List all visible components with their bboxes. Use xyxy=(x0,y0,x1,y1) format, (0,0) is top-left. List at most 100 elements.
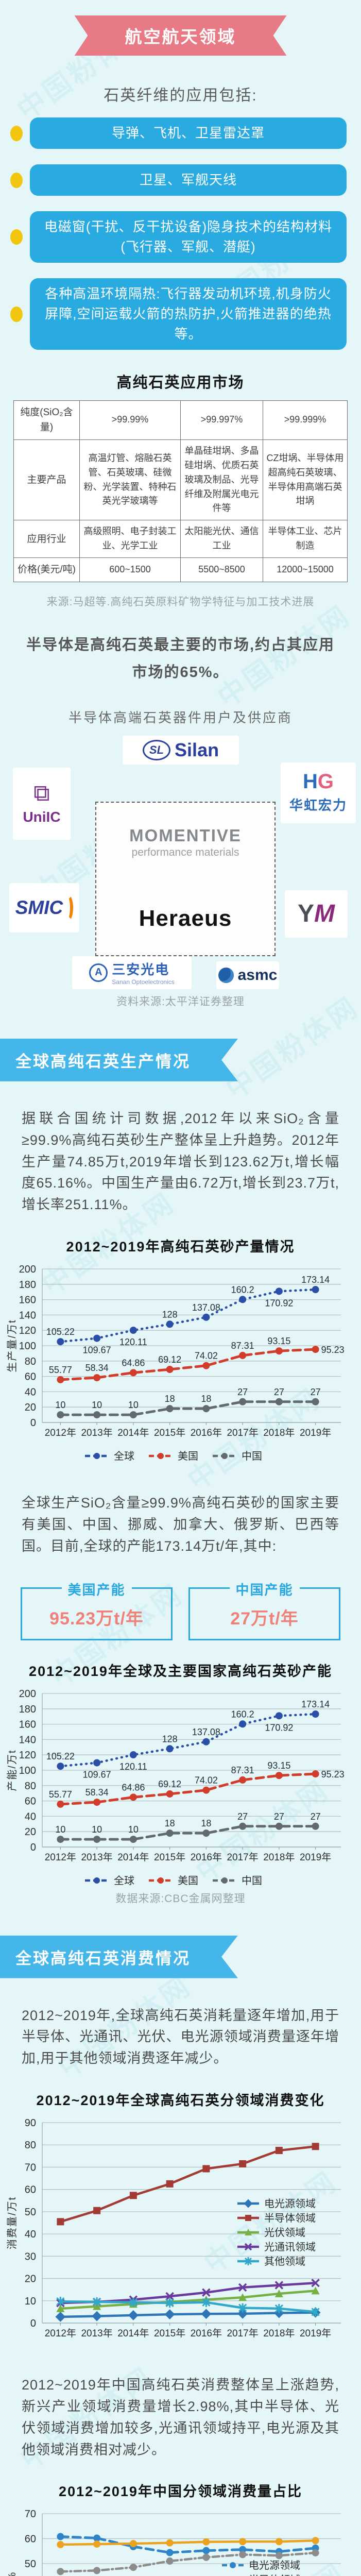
svg-text:109.67: 109.67 xyxy=(82,1769,111,1780)
svg-text:50: 50 xyxy=(24,2207,36,2218)
svg-text:173.14: 173.14 xyxy=(301,1699,330,1709)
sanan-logo: A 三安光电 Sanan Optoelectronics xyxy=(72,956,192,989)
svg-text:半导体领域: 半导体领域 xyxy=(264,2212,316,2224)
svg-text:160: 160 xyxy=(19,1295,36,1306)
svg-text:中国: 中国 xyxy=(242,1875,262,1887)
application-bullet: 导弹、飞机、卫星雷达罩 xyxy=(10,117,347,149)
svg-text:2017年: 2017年 xyxy=(227,1852,258,1863)
svg-text:10: 10 xyxy=(92,1824,102,1835)
svg-text:2018年: 2018年 xyxy=(263,1427,295,1438)
svg-text:2013年: 2013年 xyxy=(81,1852,112,1863)
svg-text:2017年: 2017年 xyxy=(227,2328,258,2339)
quartz-fiber-applications-list: 导弹、飞机、卫星雷达罩卫星、军舰天线电磁窗(干扰、反干扰设备)隐身技术的结构材料… xyxy=(0,117,361,350)
svg-text:95.23: 95.23 xyxy=(321,1769,344,1780)
chart-title-global-consumption: 2012~2019年全球高纯石英分领域消费变化 xyxy=(36,2093,325,2109)
svg-text:105.22: 105.22 xyxy=(46,1751,74,1761)
application-bullet: 各种高温环境隔热:飞行器发动机环境,机身防火屏障,空间运载火箭的热防护,火箭推进… xyxy=(10,278,347,350)
svg-text:消费量/万t: 消费量/万t xyxy=(6,2196,18,2249)
svg-text:10: 10 xyxy=(92,1400,102,1410)
table-cell: CZ坩埚、半导体用超高纯石英玻璃、半导体用高端石英坩埚 xyxy=(263,439,348,521)
svg-text:93.15: 93.15 xyxy=(267,1760,290,1771)
svg-text:全球: 全球 xyxy=(114,1450,134,1462)
svg-text:55.77: 55.77 xyxy=(48,1789,72,1799)
table-cell: 600~1500 xyxy=(79,557,181,582)
suppliers-heading: 半导体高端石英器件用户及供应商 xyxy=(68,709,293,725)
svg-text:69.12: 69.12 xyxy=(158,1779,181,1789)
svg-text:美国: 美国 xyxy=(178,1450,198,1462)
svg-text:69.12: 69.12 xyxy=(158,1354,181,1365)
svg-text:2013年: 2013年 xyxy=(81,1427,112,1438)
table-cell: 单晶硅坩埚、多晶硅坩埚、优质石英玻璃及制品、光导纤维及附属光电元件等 xyxy=(180,439,263,521)
highlighted-suppliers-box: MOMENTIVE performance materials Heraeus xyxy=(95,801,276,956)
svg-text:128: 128 xyxy=(162,1309,177,1319)
svg-text:18: 18 xyxy=(164,1394,175,1404)
svg-text:27: 27 xyxy=(237,1387,248,1397)
us-capacity-value: 95.23万t/年 xyxy=(49,1608,144,1629)
svg-text:产能/万t: 产能/万t xyxy=(6,1749,18,1791)
svg-text:2012年: 2012年 xyxy=(44,1427,76,1438)
table-row: 应用行业 高级照明、电子封装工业、光学工业 太阳能光伏、通信工业 半导体工业、芯片制造 xyxy=(13,520,348,558)
bullet-dot-icon xyxy=(10,306,23,322)
huahong-logo-icon: HG xyxy=(302,770,334,793)
bullet-text: 卫星、军舰天线 xyxy=(30,164,347,196)
svg-text:80: 80 xyxy=(24,1780,36,1791)
capacity-paragraph: 全球生产SiO₂含量≥99.9%高纯石英砂的国家主要有美国、中国、挪威、加拿大、… xyxy=(22,1495,339,1554)
china-capacity-box: 中国产能 27万t/年 xyxy=(188,1579,340,1640)
svg-text:30: 30 xyxy=(24,2251,36,2262)
svg-text:20: 20 xyxy=(24,2274,36,2285)
table-cell: 高级照明、电子封装工业、光学工业 xyxy=(79,520,181,558)
bullet-dot-icon xyxy=(10,125,23,141)
svg-text:170.92: 170.92 xyxy=(265,1722,293,1733)
svg-text:电光源领域: 电光源领域 xyxy=(264,2198,316,2210)
application-bullet: 电磁窗(干扰、反干扰设备)隐身技术的结构材料(飞行器、军舰、潜艇) xyxy=(10,211,347,263)
asmc-globe-icon xyxy=(218,967,234,983)
bullet-dot-icon xyxy=(10,229,23,245)
svg-text:美国: 美国 xyxy=(178,1875,198,1887)
svg-text:40: 40 xyxy=(24,2229,36,2240)
row-label: 价格(美元/吨) xyxy=(13,557,80,582)
svg-text:74.02: 74.02 xyxy=(194,1351,217,1361)
bullet-text: 各种高温环境隔热:飞行器发动机环境,机身防火屏障,空间运载火箭的热防护,火箭推进… xyxy=(30,278,347,350)
svg-text:10: 10 xyxy=(128,1400,138,1410)
svg-text:160.2: 160.2 xyxy=(231,1284,254,1295)
svg-text:27: 27 xyxy=(310,1811,320,1821)
consumption-section-banner: 全球高纯石英消费情况 xyxy=(0,1936,238,1978)
chart-title-capacity: 2012~2019年全球及主要国家高纯石英砂产能 xyxy=(29,1663,332,1679)
table-source: 来源:马超等.高纯石英原料矿物学特征与加工技术进展 xyxy=(46,596,315,608)
svg-text:10: 10 xyxy=(24,2296,36,2307)
svg-text:60: 60 xyxy=(24,2534,36,2545)
svg-text:全球: 全球 xyxy=(114,1875,134,1887)
svg-text:90: 90 xyxy=(24,2117,36,2129)
svg-text:74.02: 74.02 xyxy=(194,1775,217,1785)
svg-text:60: 60 xyxy=(24,1795,36,1807)
svg-text:137.08: 137.08 xyxy=(192,1726,220,1737)
row-label: 纯度(SiO₂含量) xyxy=(13,400,80,440)
ymtc-logo: Y M xyxy=(285,890,348,938)
svg-text:2015年: 2015年 xyxy=(153,2328,185,2339)
china-consumption-share-chart: 010203040506070消费占比/%2012年2013年2014年2015… xyxy=(3,2504,358,2576)
table-row: 价格(美元/吨) 600~1500 5500~8500 12000~15000 xyxy=(13,557,348,582)
svg-text:105.22: 105.22 xyxy=(46,1327,74,1337)
svg-text:60: 60 xyxy=(24,1371,36,1383)
svg-text:180: 180 xyxy=(19,1703,36,1715)
svg-text:27: 27 xyxy=(273,1811,284,1821)
svg-text:87.31: 87.31 xyxy=(231,1765,254,1775)
svg-text:87.31: 87.31 xyxy=(231,1341,254,1351)
quartz-fiber-heading: 石英纤维的应用包括: xyxy=(104,87,257,104)
production-section-banner: 全球高纯石英生产情况 xyxy=(0,1039,238,1081)
svg-text:64.86: 64.86 xyxy=(122,1782,145,1792)
svg-text:180: 180 xyxy=(19,1279,36,1291)
svg-text:生产量/万t: 生产量/万t xyxy=(6,1319,18,1372)
table-cell: >99.99% xyxy=(79,400,181,440)
svg-text:40: 40 xyxy=(24,1386,36,1398)
market-table-title: 高纯石英应用市场 xyxy=(116,375,245,391)
svg-text:140: 140 xyxy=(19,1734,36,1745)
global-consumption-paragraph: 2012~2019年,全球高纯石英消耗量逐年增加,用于半导体、光通讯、光伏、电光… xyxy=(22,2007,339,2066)
svg-text:173.14: 173.14 xyxy=(301,1275,330,1285)
bullet-text: 电磁窗(干扰、反干扰设备)隐身技术的结构材料(飞行器、军舰、潜艇) xyxy=(30,211,347,263)
hpq-application-market-table: 纯度(SiO₂含量) >99.99% >99.997% >99.999% 主要产品 高温灯… xyxy=(13,400,348,582)
svg-text:2014年: 2014年 xyxy=(117,1427,149,1438)
svg-text:128: 128 xyxy=(162,1734,177,1744)
silan-logo-icon: SL xyxy=(142,739,171,760)
